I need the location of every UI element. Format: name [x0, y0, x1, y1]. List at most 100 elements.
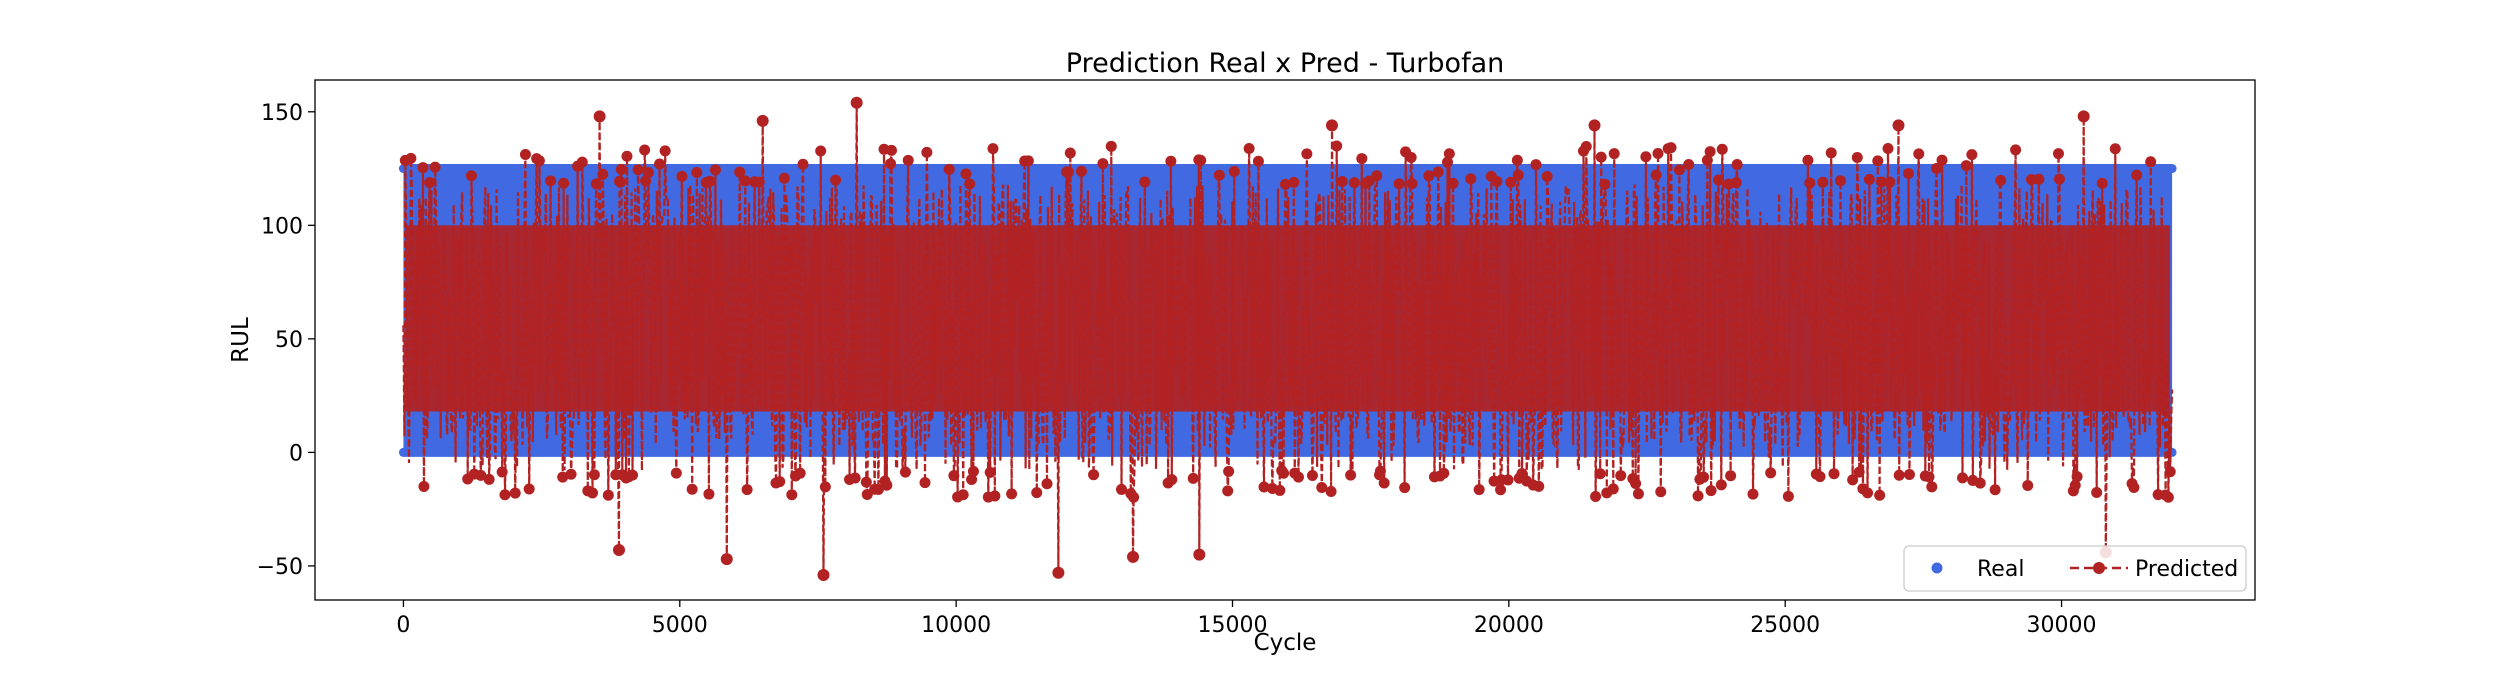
predicted-point — [1443, 148, 1455, 160]
predicted-point — [1903, 167, 1915, 179]
predicted-point — [1062, 166, 1074, 178]
predicted-point — [1615, 470, 1627, 482]
predicted-point — [1127, 550, 1140, 563]
predicted-point — [1097, 158, 1109, 170]
predicted-point — [1316, 481, 1328, 493]
predicted-point — [786, 489, 798, 501]
predicted-point — [2033, 173, 2045, 185]
predicted-point — [1423, 170, 1435, 182]
predicted-point — [943, 163, 955, 175]
predicted-point — [2162, 491, 2174, 503]
x-axis: 0 5000 10000 15000 20000 25000 30000 — [396, 600, 2097, 638]
predicted-point — [753, 176, 765, 188]
predicted-point — [1652, 147, 1664, 159]
predicted-point — [1105, 140, 1117, 152]
y-tick-label: 100 — [261, 214, 303, 239]
x-tick-label: 25000 — [1750, 613, 1820, 638]
predicted-point — [1139, 176, 1151, 188]
predicted-point — [1704, 146, 1716, 158]
predicted-point — [615, 163, 627, 175]
predicted-point — [819, 481, 831, 493]
predicted-point — [1835, 175, 1847, 187]
predicted-point — [1814, 471, 1826, 483]
predicted-point — [670, 467, 682, 479]
predicted-point — [2069, 479, 2081, 491]
predicted-point — [627, 469, 639, 481]
predicted-point — [612, 544, 625, 557]
predicted-point — [1116, 483, 1128, 495]
predicted-point — [1747, 488, 1759, 500]
predicted-point — [1715, 479, 1727, 491]
predicted-point — [1588, 119, 1601, 132]
predicted-point — [1960, 160, 1972, 172]
predicted-point — [418, 481, 430, 493]
predicted-point — [639, 144, 651, 156]
predicted-point — [1331, 140, 1343, 152]
predicted-point — [1393, 178, 1405, 190]
predicted-point — [1345, 469, 1357, 481]
predicted-point — [1926, 481, 1938, 493]
predicted-point — [2077, 110, 2090, 123]
predicted-point — [1599, 178, 1611, 190]
predicted-point — [1884, 176, 1896, 188]
predicted-point — [1804, 177, 1816, 189]
predicted-point — [1533, 480, 1545, 492]
predicted-point — [1655, 486, 1667, 498]
predicted-point — [1957, 472, 1969, 484]
predicted-point — [2131, 169, 2143, 181]
predicted-point — [885, 144, 897, 156]
predicted-point — [1713, 174, 1725, 186]
predicted-point — [989, 490, 1001, 502]
predicted-point — [2022, 480, 2034, 492]
x-tick-label: 30000 — [2027, 613, 2097, 638]
predicted-point — [499, 489, 511, 501]
predicted-point — [1995, 174, 2007, 186]
predicted-point — [483, 473, 495, 485]
predicted-point — [1128, 491, 1140, 503]
predicted-point — [1213, 169, 1225, 181]
predicted-point — [756, 114, 769, 127]
predicted-point — [817, 569, 830, 582]
predicted-point — [1371, 170, 1383, 182]
predicted-point — [1608, 148, 1620, 160]
predicted-point — [1292, 471, 1304, 483]
predicted-point — [860, 476, 872, 488]
predicted-point — [602, 489, 614, 501]
predicted-point — [1405, 151, 1417, 163]
predicted-point — [1356, 153, 1368, 165]
predicted-point — [964, 178, 976, 190]
predicted-point — [1892, 119, 1905, 132]
predicted-point — [1274, 484, 1286, 496]
predicted-point — [587, 487, 598, 499]
predicted-point — [1825, 147, 1837, 159]
predicted-point — [830, 174, 842, 186]
predicted-point — [640, 175, 652, 187]
predicted-point — [921, 146, 933, 158]
predicted-point — [1075, 165, 1087, 177]
x-tick-label: 15000 — [1197, 613, 1267, 638]
predicted-point — [1650, 169, 1662, 181]
predicted-point — [2091, 486, 2103, 498]
predicted-point — [1847, 474, 1859, 486]
predicted-point — [1022, 155, 1034, 167]
y-tick-label: 150 — [261, 101, 303, 126]
predicted-point — [1301, 148, 1313, 160]
predicted-point — [1288, 176, 1300, 188]
predicted-point — [1640, 151, 1652, 163]
predicted-point — [1378, 477, 1390, 489]
predicted-point — [1874, 489, 1886, 501]
predicted-point — [739, 175, 751, 187]
predicted-point — [1325, 119, 1338, 132]
predicted-point — [676, 170, 688, 182]
predicted-point — [1782, 490, 1794, 502]
predicted-point — [872, 483, 884, 495]
predicted-point — [417, 162, 429, 174]
predicted-point — [1930, 163, 1942, 175]
predicted-point — [659, 145, 671, 157]
predicted-point — [1683, 158, 1695, 170]
predicted-point — [509, 487, 521, 499]
predicted-point — [496, 466, 508, 478]
predicted-point — [691, 166, 703, 178]
legend-real-label: Real — [1977, 557, 2024, 582]
series-predicted — [399, 96, 2176, 582]
